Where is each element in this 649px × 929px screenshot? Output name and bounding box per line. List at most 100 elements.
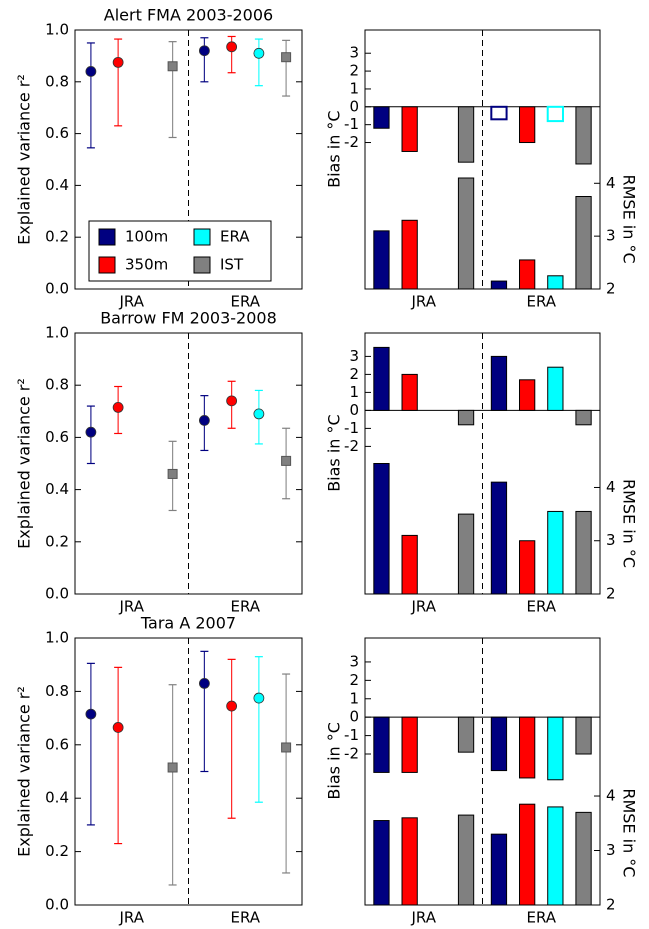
marker <box>85 66 97 77</box>
marker <box>226 41 238 53</box>
y-tick-label: 0.2 <box>45 228 69 246</box>
plot-frame <box>364 29 601 290</box>
rmse-bar <box>547 275 564 290</box>
x-tick-label: JRA <box>411 909 437 927</box>
rmse-bar <box>373 820 390 906</box>
rmse-bar <box>547 510 564 595</box>
legend-label: 350m <box>125 256 168 274</box>
y2-tick-label: 4 <box>606 787 616 805</box>
rmse-bar <box>401 817 418 906</box>
marker <box>112 401 124 413</box>
bias-bar <box>401 716 418 773</box>
bias-bar <box>575 106 592 165</box>
legend-swatch <box>98 228 116 246</box>
chart-title: Alert FMA 2003-2006 <box>104 6 273 25</box>
y-tick-label: 0.8 <box>45 682 69 700</box>
bias-bar <box>575 409 592 426</box>
bias-bar <box>519 106 536 144</box>
rmse-bar <box>575 510 592 595</box>
bias-bar <box>519 379 536 411</box>
y2-tick-label: 4 <box>606 174 616 192</box>
bias-bar <box>457 106 475 163</box>
x-tick-label: ERA <box>230 598 260 616</box>
bias-bar <box>457 716 475 753</box>
x-tick-label: JRA <box>119 293 145 311</box>
y-tick-label: 3 <box>349 347 359 365</box>
y-tick-label: 0 <box>349 401 359 419</box>
x-tick-label: ERA <box>526 909 556 927</box>
rmse-bar <box>547 806 564 906</box>
y-tick-label: 0.8 <box>45 72 69 90</box>
y2-tick-label: 3 <box>606 841 616 859</box>
y-tick-label: -1 <box>344 115 359 133</box>
marker <box>85 708 97 720</box>
chart-title: Tara A 2007 <box>140 614 236 633</box>
rmse-bar <box>401 219 418 290</box>
rmse-bar <box>373 463 390 595</box>
y-axis-label: Explained variance r² <box>15 74 34 245</box>
legend-label: ERA <box>220 228 250 246</box>
y-tick-label: 0.6 <box>45 735 69 753</box>
rmse-bar <box>457 513 475 595</box>
marker <box>198 677 210 689</box>
marker <box>167 468 178 479</box>
rmse-bar <box>575 811 592 906</box>
y-tick-label: -1 <box>344 419 359 437</box>
bias-bar <box>401 106 418 152</box>
y-tick-label: 1 <box>349 383 359 401</box>
marker <box>253 692 265 704</box>
y-tick-label: 0.8 <box>45 376 69 394</box>
y-tick-label: 0.2 <box>45 842 69 860</box>
x-tick-label: JRA <box>119 598 145 616</box>
y-tick-label: -1 <box>344 726 359 744</box>
y-tick-label: 0.4 <box>45 789 69 807</box>
rmse-bar <box>519 540 536 595</box>
bias-bar <box>490 105 508 121</box>
bias-bar <box>373 716 390 773</box>
rmse-bar <box>519 803 536 906</box>
marker <box>281 52 292 63</box>
bias-bar <box>490 716 508 772</box>
rmse-bar <box>519 259 536 290</box>
y2-axis-label: RMSE in °C <box>620 479 639 568</box>
plot-frame <box>74 29 303 290</box>
y2-axis-label: RMSE in °C <box>620 175 639 264</box>
y-tick-label: 0.0 <box>45 585 69 603</box>
plot-frame <box>74 332 303 595</box>
y-axis-label: Bias in °C <box>325 414 344 492</box>
bias-bar <box>373 346 390 411</box>
x-tick-label: ERA <box>230 293 260 311</box>
marker <box>253 408 265 420</box>
marker <box>226 395 238 407</box>
y-tick-label: -2 <box>344 437 359 455</box>
x-tick-label: ERA <box>526 293 556 311</box>
y-tick-label: -2 <box>344 133 359 151</box>
y-tick-label: 3 <box>349 652 359 670</box>
legend-box <box>88 220 272 282</box>
y-axis-label: Bias in °C <box>325 722 344 800</box>
y-tick-label: 0.2 <box>45 532 69 550</box>
marker <box>112 56 124 68</box>
y-tick-label: 1.0 <box>45 324 69 342</box>
bias-bar <box>519 716 536 779</box>
y-tick-label: 1.0 <box>45 21 69 39</box>
y-tick-label: 3 <box>349 44 359 62</box>
y-axis-label: Explained variance r² <box>15 686 34 857</box>
y2-tick-label: 3 <box>606 227 616 245</box>
marker <box>85 426 97 438</box>
y2-tick-label: 3 <box>606 531 616 549</box>
y-tick-label: 0.6 <box>45 124 69 142</box>
rmse-bar <box>490 481 508 595</box>
bias-bar <box>575 716 592 755</box>
y-axis-label: Bias in °C <box>325 110 344 188</box>
y-tick-label: 0.4 <box>45 176 69 194</box>
rmse-bar <box>401 534 418 595</box>
rmse-bar <box>457 177 475 290</box>
marker <box>112 722 124 733</box>
y-tick-label: 1.0 <box>45 629 69 647</box>
legend-label: 100m <box>125 228 168 246</box>
marker <box>281 455 292 466</box>
y-axis-label: Explained variance r² <box>15 378 34 549</box>
